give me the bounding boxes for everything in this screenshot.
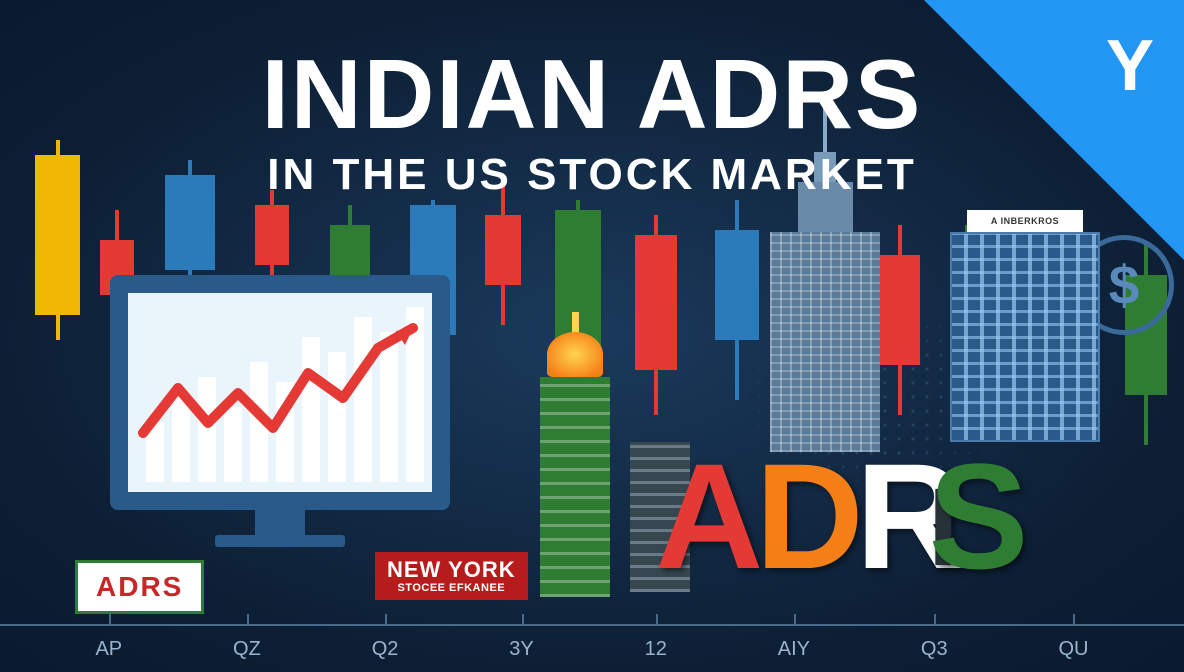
office-building: A INBERKROS: [950, 232, 1100, 442]
nyse-badge: NEW YORK STOCEE EFKANEE: [375, 552, 528, 600]
green-tower: [540, 317, 610, 597]
monitor-chart-line: [128, 293, 432, 492]
x-axis-tick: AIY: [778, 638, 810, 661]
x-axis-tick: QZ: [233, 638, 261, 661]
x-axis-tick: 12: [645, 638, 667, 661]
monitor-screen: [110, 275, 450, 510]
adrs-large-letters: ADRIS: [655, 430, 1021, 603]
x-axis-tick: QU: [1058, 638, 1088, 661]
infographic-canvas: Y INDIAN ADRS IN THE US STOCK MARKET $ A…: [0, 0, 1184, 672]
monitor: [110, 275, 450, 545]
adrs-letter: D: [755, 430, 855, 603]
adrs-letter: A: [655, 430, 755, 603]
nyse-bottom: STOCEE EFKANEE: [387, 582, 516, 594]
nyse-top: NEW YORK: [387, 558, 516, 582]
x-axis-tick: AP: [95, 638, 122, 661]
corner-logo-letter: Y: [1106, 25, 1154, 107]
x-axis-tick: 3Y: [509, 638, 533, 661]
adrs-letter: S: [929, 430, 1021, 603]
x-axis-tick: Q2: [372, 638, 399, 661]
x-axis-tick: Q3: [921, 638, 948, 661]
adrs-small-badge: ADRS: [75, 560, 204, 614]
x-axis: AP QZ Q2 3Y 12 AIY Q3 QU: [0, 624, 1184, 672]
